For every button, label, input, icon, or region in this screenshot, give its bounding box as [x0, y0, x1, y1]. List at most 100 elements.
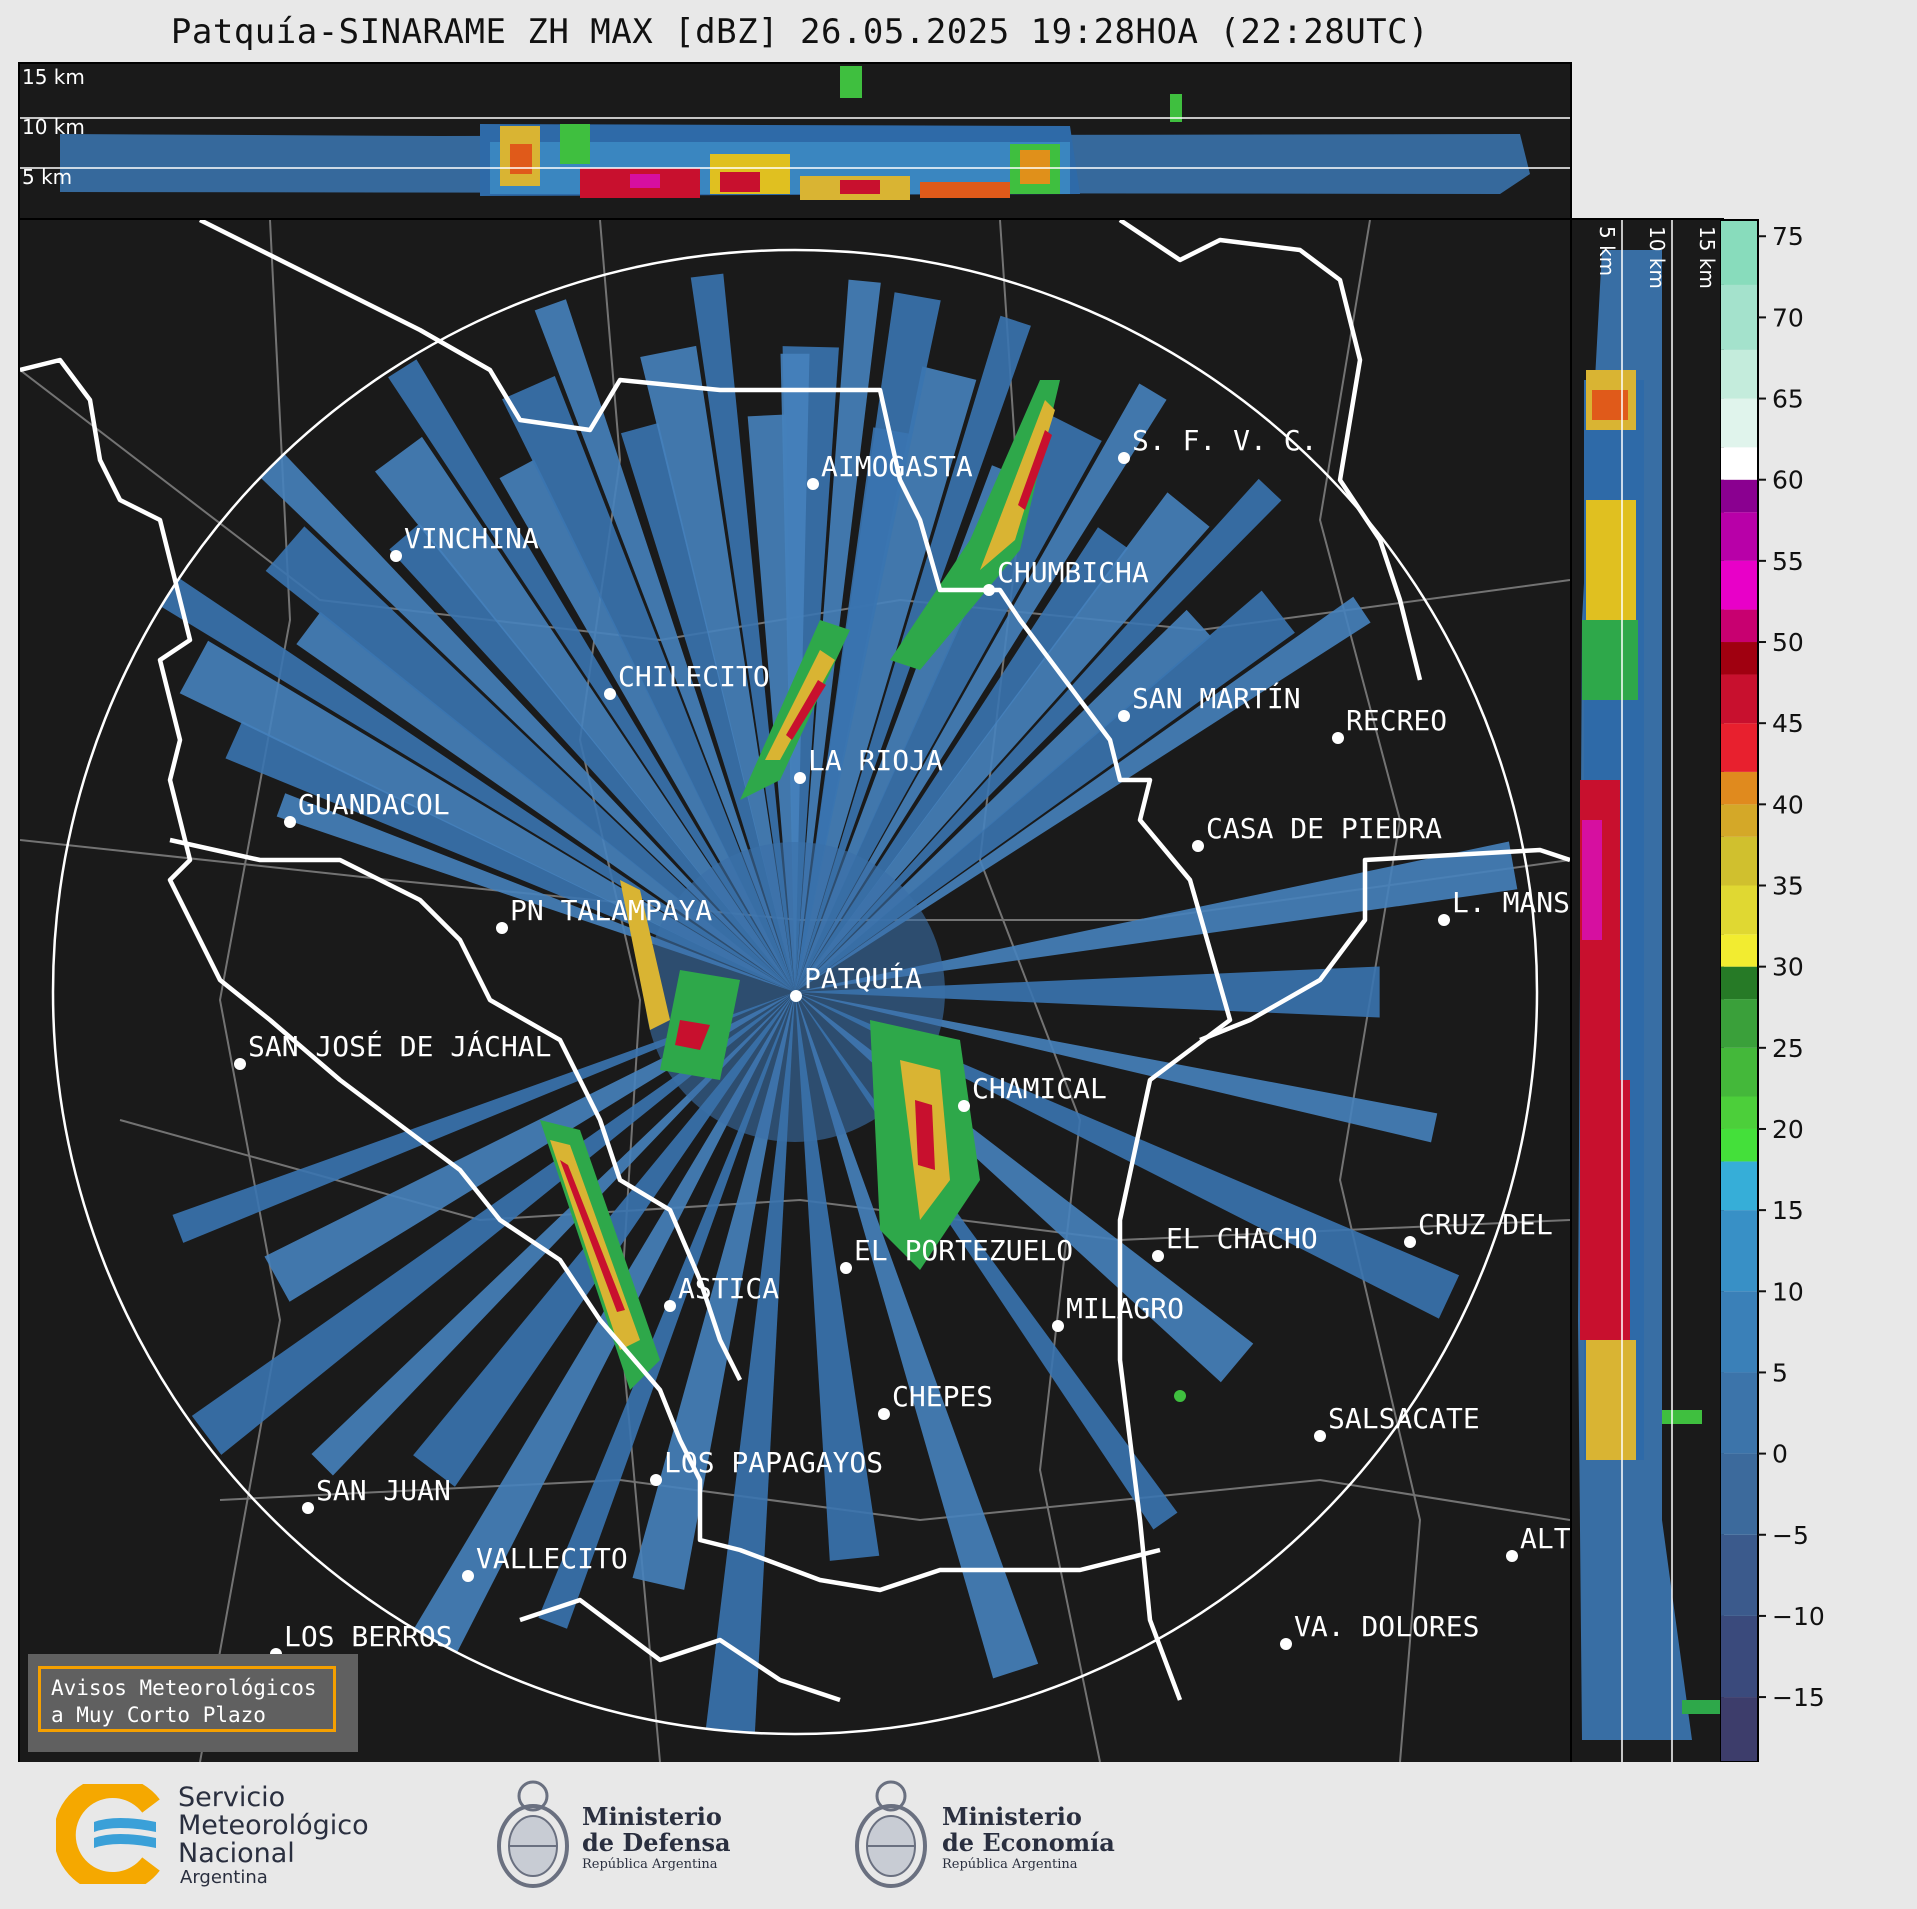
- colorbar-band: [1720, 723, 1758, 772]
- city-label: VALLECITO: [476, 1542, 628, 1575]
- colorbar-tick-label: 55: [1772, 547, 1804, 576]
- colorbar-band: [1720, 1697, 1758, 1762]
- colorbar-tick-label: −15: [1772, 1683, 1825, 1712]
- colorbar-band: [1720, 642, 1758, 675]
- city-label: SALSACATE: [1328, 1402, 1480, 1435]
- defensa-line-3: República Argentina: [582, 1857, 718, 1872]
- radar-ray: [265, 526, 795, 992]
- city-label: PN TALAMPAYA: [510, 894, 712, 927]
- city-marker: [1052, 1320, 1064, 1332]
- city-label: L. MANS: [1452, 886, 1570, 919]
- city-marker: [1192, 840, 1204, 852]
- radar-ray: [172, 992, 795, 1243]
- side-alt-label-10: 10 km: [1645, 226, 1669, 289]
- economia-line-2: de Economía: [942, 1828, 1115, 1857]
- side-cross-section: 5 km 10 km 15 km: [1570, 218, 1724, 1764]
- radar-ray: [795, 292, 941, 992]
- city-marker: [462, 1570, 474, 1582]
- city-label: AIMOGASTA: [821, 450, 973, 483]
- city-marker: [234, 1058, 246, 1070]
- smn-line-3: Nacional: [178, 1838, 295, 1869]
- colorbar-band: [1720, 560, 1758, 610]
- city-label: MILAGRO: [1066, 1292, 1184, 1325]
- radar-ray: [795, 416, 1102, 992]
- city-marker: [1438, 914, 1450, 926]
- defensa-line-1: Ministerio: [582, 1802, 722, 1831]
- colorbar-tick-label: 10: [1772, 1277, 1804, 1306]
- radar-ray: [632, 992, 795, 1590]
- city-marker: [1280, 1638, 1292, 1650]
- city-label: VA. DOLORES: [1294, 1610, 1479, 1643]
- economia-line-1: Ministerio: [942, 1802, 1082, 1831]
- city-label: LOS BERROS: [284, 1620, 453, 1653]
- colorbar-tick-label: 45: [1772, 709, 1804, 738]
- colorbar-tick-label: −5: [1772, 1521, 1809, 1550]
- radar-ray: [296, 611, 795, 992]
- colorbar-tick-label: 50: [1772, 628, 1804, 657]
- city-label: CASA DE PIEDRA: [1206, 812, 1442, 845]
- city-marker: [390, 550, 402, 562]
- colorbar-tick-label: 25: [1772, 1034, 1804, 1063]
- city-marker: [604, 688, 616, 700]
- colorbar-tick-label: 30: [1772, 953, 1804, 982]
- city-marker: [790, 990, 802, 1002]
- radar-ray: [152, 572, 796, 992]
- colorbar-band: [1720, 836, 1758, 886]
- city-label: CHAMICAL: [972, 1072, 1107, 1105]
- radar-ray: [191, 992, 795, 1455]
- colorbar-band: [1720, 1615, 1758, 1698]
- colorbar-band: [1720, 1047, 1758, 1097]
- colorbar-tick-label: −10: [1772, 1602, 1825, 1631]
- radar-ray: [795, 492, 1210, 992]
- defensa-logo-text: Ministerio de Defensa República Argentin…: [582, 1804, 731, 1874]
- radar-ray: [502, 375, 795, 992]
- radar-ray: [795, 992, 1039, 1679]
- colorbar-band: [1720, 609, 1758, 643]
- colorbar-band: [1720, 934, 1758, 967]
- colorbar-tick-label: 35: [1772, 871, 1804, 900]
- colorbar-band: [1720, 1210, 1758, 1292]
- radar-map: AIMOGASTA S. F. V. C. VINCHINA CHUMBICHA CHI…: [18, 218, 1572, 1764]
- colorbar-band: [1720, 1453, 1758, 1535]
- city-marker: [1152, 1250, 1164, 1262]
- side-alt-label-15: 15 km: [1695, 226, 1719, 289]
- colorbar-tick-label: 75: [1772, 222, 1804, 251]
- city-label: CHEPES: [892, 1380, 993, 1413]
- radar-ray: [704, 992, 795, 1734]
- logo-strip: Servicio Meteorológico Nacional Argentin…: [0, 1762, 1917, 1909]
- city-marker: [496, 922, 508, 934]
- radar-ray: [640, 345, 795, 992]
- city-marker: [1118, 710, 1130, 722]
- radar-ray: [690, 273, 795, 992]
- city-marker: [983, 584, 995, 596]
- side-alt-label-5: 5 km: [1595, 226, 1619, 276]
- notice-line-2: a Muy Corto Plazo: [51, 1703, 266, 1727]
- radar-ray: [795, 478, 1282, 993]
- colorbar-band: [1720, 885, 1758, 935]
- top-alt-label-15: 15 km: [22, 65, 85, 89]
- city-label: CRUZ DEL: [1418, 1208, 1553, 1241]
- smn-line-2: Meteorológico: [178, 1810, 369, 1841]
- radar-ray: [795, 992, 1438, 1143]
- colorbar-band: [1720, 1096, 1758, 1129]
- radar-ray: [795, 596, 1371, 992]
- smn-line-1: Servicio: [178, 1782, 286, 1813]
- city-label: SAN MARTÍN: [1132, 681, 1301, 715]
- colorbar-tick-label: 40: [1772, 790, 1804, 819]
- city-label: ASTICA: [678, 1272, 779, 1305]
- city-marker: [1118, 452, 1130, 464]
- city-label: PATQUÍA: [804, 961, 922, 995]
- colorbar-band: [1720, 479, 1758, 513]
- city-marker: [807, 478, 819, 490]
- colorbar-band: [1720, 804, 1758, 837]
- colorbar-band: [1720, 220, 1758, 285]
- radar-ray: [534, 299, 795, 992]
- city-marker: [284, 816, 296, 828]
- top-alt-label-10: 10 km: [22, 115, 85, 139]
- radar-ray: [780, 353, 810, 993]
- city-marker: [664, 1300, 676, 1312]
- argentina-seal-icon-2: [855, 1780, 927, 1888]
- radar-ray: [795, 966, 1380, 1018]
- notice-box: Avisos Meteorológicos a Muy Corto Plazo: [38, 1666, 336, 1732]
